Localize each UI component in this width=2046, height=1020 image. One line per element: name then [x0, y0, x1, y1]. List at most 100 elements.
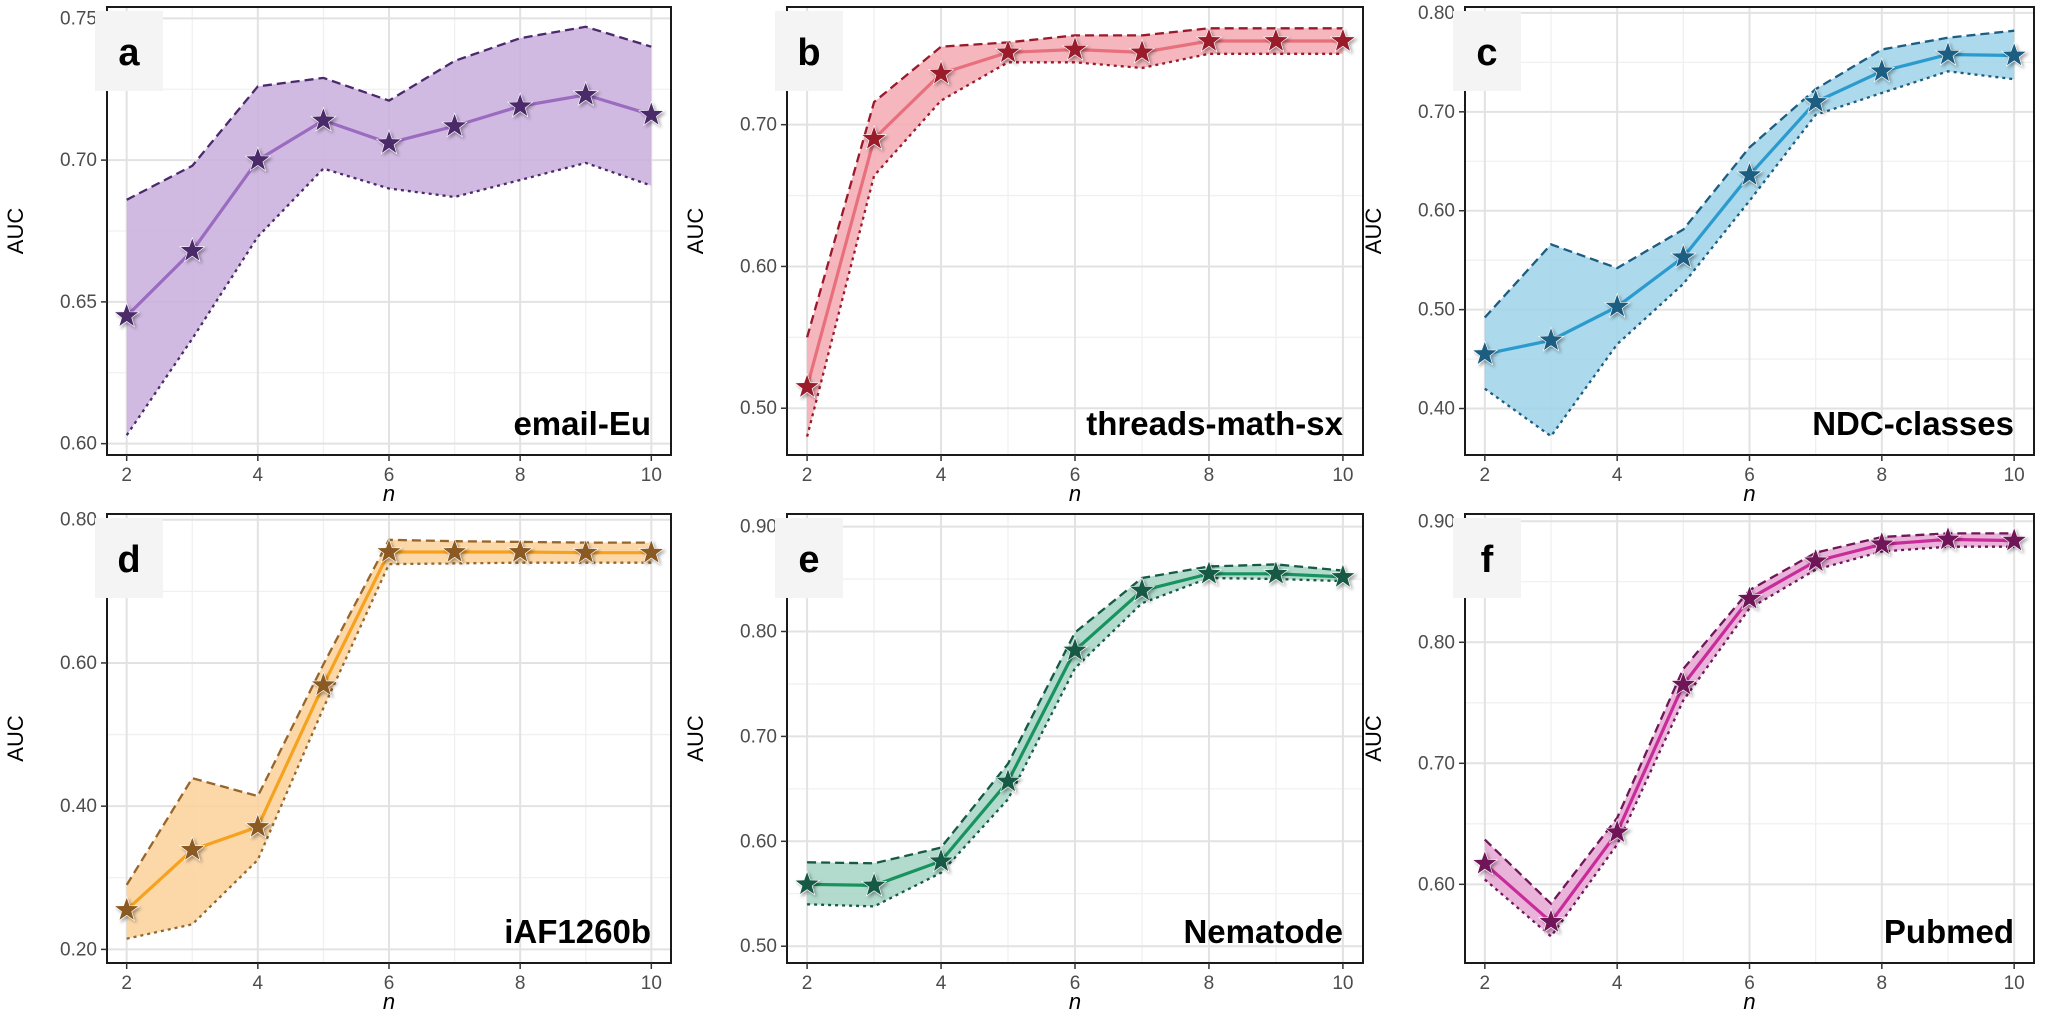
- data-point-star: [179, 236, 206, 263]
- data-point-star: [2000, 526, 2028, 552]
- x-tick-label: 10: [1332, 973, 1353, 994]
- data-point-star: [1603, 818, 1631, 844]
- x-axis-title: n: [1069, 481, 1081, 506]
- y-tick-label: 0.60: [1418, 874, 1455, 895]
- data-point-star: [1471, 340, 1499, 366]
- data-point-star: [2000, 41, 2028, 67]
- data-point-star: [441, 538, 468, 564]
- data-point-star: [1329, 562, 1357, 589]
- panel-f: 2 4 6 8 10 0.60 0.70 0.80 0.90 n AUC f Pubmed: [1361, 511, 2035, 1014]
- x-tick-label: 4: [253, 465, 264, 486]
- panel-c: 2 4 6 8 10 0.40 0.50 0.60 0.70 0.80 n AUC c NDC-class…: [1361, 3, 2035, 506]
- dataset-label: NDC-classes: [1812, 405, 2014, 442]
- x-tick-label: 4: [1612, 973, 1623, 994]
- x-axis-title: n: [1743, 481, 1755, 506]
- data-point-star: [1262, 27, 1290, 53]
- x-tick-label: 6: [1070, 973, 1081, 994]
- data-point-star: [1868, 530, 1896, 556]
- data-point-star: [441, 112, 468, 138]
- data-point-star: [1934, 525, 1962, 551]
- panel-letter: e: [798, 539, 819, 581]
- x-tick-label: 10: [1332, 465, 1353, 486]
- y-axis-title: AUC: [683, 208, 708, 255]
- panel-letter-box: [1453, 11, 1521, 91]
- x-tick-label: 2: [1480, 973, 1491, 994]
- dataset-label: Pubmed: [1884, 913, 2014, 950]
- data-point-star: [994, 767, 1022, 793]
- data-point-star: [310, 106, 337, 132]
- data-point-star: [1537, 908, 1565, 934]
- data-point-star: [1802, 88, 1829, 114]
- data-point-star: [310, 671, 337, 697]
- data-point-star: [1802, 547, 1829, 573]
- y-tick-label: 0.70: [1418, 753, 1455, 774]
- panel-letter-box: [775, 518, 843, 598]
- y-tick-label: 0.40: [60, 796, 97, 817]
- x-tick-label: 10: [641, 465, 662, 486]
- x-tick-label: 4: [253, 973, 264, 994]
- y-tick-label: 0.50: [1418, 300, 1455, 321]
- x-tick-label: 6: [384, 973, 395, 994]
- data-point-star: [793, 870, 821, 896]
- data-point-star: [994, 38, 1022, 64]
- panel-letter-box: [775, 11, 843, 91]
- y-axis-title: AUC: [683, 715, 708, 762]
- dataset-label: iAF1260b: [504, 913, 651, 950]
- data-point-star: [1128, 38, 1156, 64]
- x-tick-label: 10: [2004, 465, 2025, 486]
- data-point-star: [375, 538, 403, 564]
- data-point-star: [1128, 576, 1156, 602]
- x-axis-title: n: [1069, 989, 1081, 1014]
- y-tick-label: 0.70: [1418, 102, 1455, 123]
- confidence-band: [126, 26, 652, 436]
- data-point-star: [1670, 243, 1697, 269]
- x-tick-label: 10: [2004, 973, 2025, 994]
- y-axis-title: AUC: [3, 208, 28, 255]
- upper-bound-line: [805, 27, 1343, 338]
- data-point-star: [1537, 326, 1565, 352]
- x-tick-label: 2: [1480, 465, 1491, 486]
- data-point-star: [1061, 35, 1089, 61]
- y-tick-label: 0.90: [740, 517, 777, 538]
- data-point-star: [793, 372, 821, 399]
- data-point-star: [860, 124, 888, 151]
- y-axis-title: AUC: [1361, 208, 1386, 255]
- y-tick-label: 0.40: [1418, 399, 1455, 420]
- x-tick-label: 6: [1070, 465, 1081, 486]
- y-tick-label: 0.75: [60, 8, 97, 29]
- data-point-star: [244, 813, 272, 839]
- dataset-label: email-Eu: [513, 405, 651, 442]
- x-tick-label: 8: [515, 465, 526, 486]
- x-tick-label: 4: [936, 973, 947, 994]
- panel-letter: c: [1476, 32, 1497, 74]
- x-tick-label: 6: [384, 465, 395, 486]
- data-point-star: [375, 129, 403, 155]
- data-point-star: [179, 836, 206, 862]
- x-axis-title: n: [1743, 989, 1755, 1014]
- panel-letter: f: [1481, 539, 1494, 581]
- confidence-band: [807, 564, 1343, 907]
- x-tick-label: 8: [1877, 465, 1888, 486]
- x-tick-label: 2: [121, 973, 132, 994]
- y-axis-title: AUC: [1361, 715, 1386, 762]
- lower-bound-line: [125, 161, 652, 436]
- gridlines: [1465, 514, 2034, 963]
- data-point-star: [1934, 40, 1962, 66]
- x-tick-label: 2: [802, 973, 813, 994]
- data-point-star: [572, 538, 599, 564]
- y-tick-label: 0.50: [740, 398, 777, 419]
- data-point-star: [1868, 57, 1896, 83]
- x-tick-label: 4: [936, 465, 947, 486]
- panel-letter: a: [118, 32, 140, 74]
- x-tick-label: 8: [1204, 973, 1215, 994]
- y-tick-label: 0.70: [740, 115, 777, 136]
- data-point-star: [638, 100, 665, 127]
- y-tick-label: 0.80: [740, 621, 777, 642]
- x-tick-label: 8: [1204, 465, 1215, 486]
- data-point-star: [244, 146, 272, 172]
- data-point-star: [506, 92, 534, 118]
- data-point-star: [572, 81, 599, 107]
- data-point-star: [1262, 559, 1290, 586]
- panel-letter: d: [117, 539, 140, 581]
